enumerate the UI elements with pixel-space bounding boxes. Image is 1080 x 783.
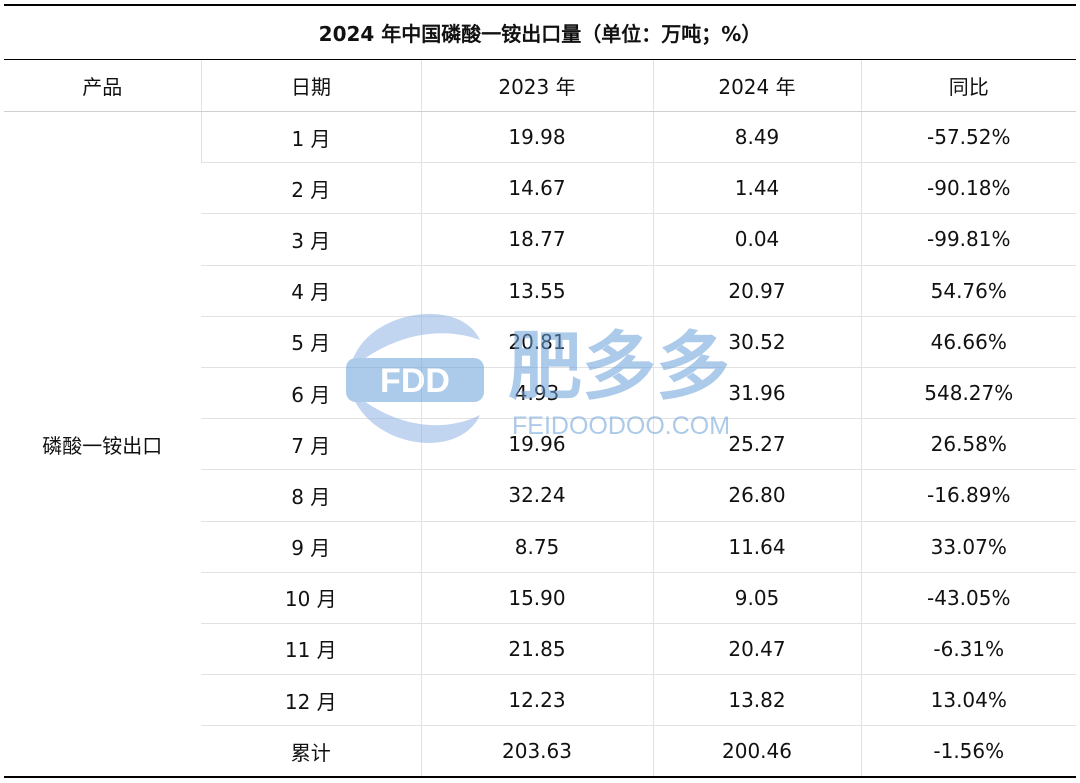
product-cell: 磷酸一铵出口 [4, 111, 201, 779]
table-row: 7 月 19.96 25.27 26.58% [4, 418, 1077, 471]
value-2023-cell: 8.75 [420, 521, 653, 573]
value-2023-cell: 18.77 [420, 213, 653, 266]
date-cell: 12 月 [201, 674, 421, 727]
table-row: 5 月 20.81 30.52 46.66% [4, 316, 1077, 368]
table-title: 2024 年中国磷酸一铵出口量（单位：万吨；%） [4, 4, 1077, 60]
yoy-cell: 33.07% [860, 521, 1077, 573]
value-2024-cell: 20.97 [652, 265, 861, 317]
value-2023-cell: 4.93 [420, 367, 653, 420]
table-row: 10 月 15.90 9.05 -43.05% [4, 572, 1077, 624]
header-product: 产品 [4, 59, 201, 112]
value-2024-cell: 26.80 [652, 469, 861, 522]
date-cell: 7 月 [201, 418, 421, 471]
value-2024-cell: 1.44 [652, 162, 861, 215]
value-2024-cell: 9.05 [652, 572, 861, 624]
yoy-cell: -6.31% [860, 623, 1077, 676]
value-2023-cell: 21.85 [420, 623, 653, 676]
table-row: 磷酸一铵出口 1 月 19.98 8.49 -57.52% [4, 111, 1077, 779]
value-2024-cell: 20.47 [652, 623, 861, 676]
value-2023-cell: 14.67 [420, 162, 653, 215]
value-2024-cell: 13.82 [652, 674, 861, 727]
table-row: 9 月 8.75 11.64 33.07% [4, 521, 1077, 573]
value-2023-cell: 13.55 [420, 265, 653, 317]
table-row: 12 月 12.23 13.82 13.04% [4, 674, 1077, 727]
yoy-cell: -57.52% [860, 111, 1077, 164]
date-cell: 10 月 [201, 572, 421, 624]
export-table: 2024 年中国磷酸一铵出口量（单位：万吨；%） 产品 日期 2023 年 20… [4, 4, 1077, 779]
header-row: 产品 日期 2023 年 2024 年 同比 [4, 59, 1077, 112]
value-2024-cell: 31.96 [652, 367, 861, 420]
yoy-cell: 548.27% [860, 367, 1077, 420]
yoy-cell: -43.05% [860, 572, 1077, 624]
yoy-cell: 54.76% [860, 265, 1077, 317]
table-row: 8 月 32.24 26.80 -16.89% [4, 469, 1077, 522]
yoy-cell: 13.04% [860, 674, 1077, 727]
value-2024-cell: 25.27 [652, 418, 861, 471]
table-row: 3 月 18.77 0.04 -99.81% [4, 213, 1077, 266]
date-cell: 1 月 [200, 111, 421, 164]
value-2023-cell: 20.81 [420, 316, 653, 368]
value-2024-cell: 11.64 [652, 521, 861, 573]
value-2023-cell: 203.63 [420, 725, 653, 779]
header-2024: 2024 年 [652, 59, 861, 112]
value-2023-cell: 19.96 [420, 418, 653, 471]
date-cell: 8 月 [201, 469, 421, 522]
value-2024-cell: 8.49 [652, 111, 861, 164]
date-cell: 3 月 [201, 213, 421, 266]
table-row: 11 月 21.85 20.47 -6.31% [4, 623, 1077, 676]
yoy-cell: 26.58% [860, 418, 1077, 471]
date-cell: 2 月 [201, 162, 421, 215]
value-2023-cell: 12.23 [420, 674, 653, 727]
value-2023-cell: 19.98 [420, 111, 653, 164]
date-cell: 6 月 [201, 367, 421, 420]
yoy-cell: 46.66% [860, 316, 1077, 368]
date-cell: 累计 [201, 725, 421, 779]
table-row: 4 月 13.55 20.97 54.76% [4, 265, 1077, 317]
table-row: 2 月 14.67 1.44 -90.18% [4, 162, 1077, 215]
date-cell: 9 月 [201, 521, 421, 573]
date-cell: 4 月 [201, 265, 421, 317]
header-2023: 2023 年 [420, 59, 653, 112]
header-yoy: 同比 [860, 59, 1077, 112]
value-2023-cell: 32.24 [420, 469, 653, 522]
header-date: 日期 [200, 59, 421, 112]
date-cell: 5 月 [201, 316, 421, 368]
yoy-cell: -1.56% [860, 725, 1077, 779]
table-row: 累计 203.63 200.46 -1.56% [4, 725, 1077, 779]
value-2024-cell: 30.52 [652, 316, 861, 368]
yoy-cell: -99.81% [860, 213, 1077, 266]
value-2024-cell: 200.46 [652, 725, 861, 779]
date-cell: 11 月 [201, 623, 421, 676]
table-body: 磷酸一铵出口 1 月 19.98 8.49 -57.52% 2 月 14.67 1.44 -90… [4, 111, 1077, 779]
value-2024-cell: 0.04 [652, 213, 861, 266]
value-2023-cell: 15.90 [420, 572, 653, 624]
yoy-cell: -16.89% [860, 469, 1077, 522]
yoy-cell: -90.18% [860, 162, 1077, 215]
